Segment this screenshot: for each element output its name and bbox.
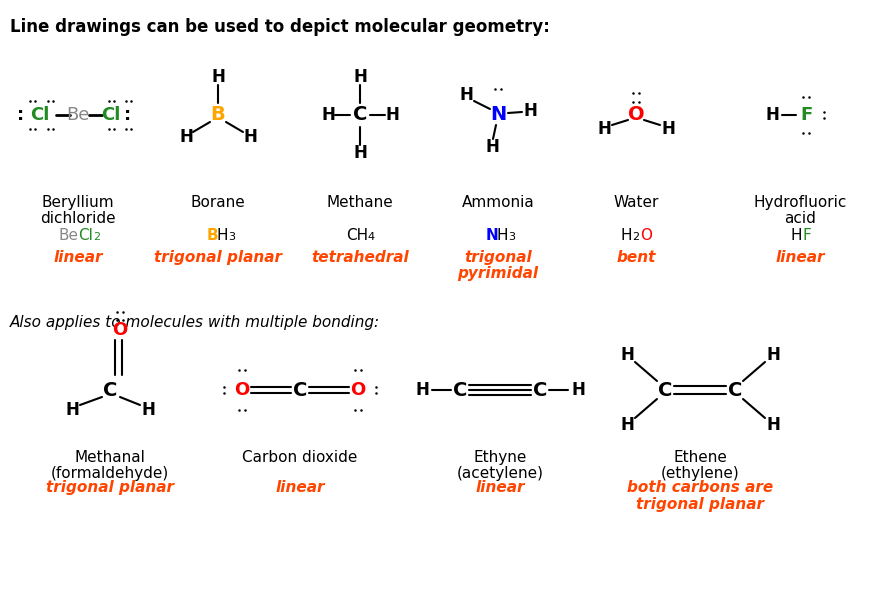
Text: F: F xyxy=(800,106,812,124)
Text: Hydrofluoric: Hydrofluoric xyxy=(753,195,847,210)
Text: Be: Be xyxy=(66,106,90,124)
Text: H: H xyxy=(661,120,675,138)
Text: H: H xyxy=(571,381,585,399)
Text: C: C xyxy=(453,381,467,399)
Text: :: : xyxy=(17,106,24,124)
Text: pyrimidal: pyrimidal xyxy=(458,266,539,281)
Text: trigonal: trigonal xyxy=(464,250,532,265)
Text: CH: CH xyxy=(346,228,368,243)
Text: H: H xyxy=(65,401,79,419)
Text: H: H xyxy=(620,416,634,434)
Text: Borane: Borane xyxy=(191,195,245,210)
Text: C: C xyxy=(293,381,307,399)
Text: H: H xyxy=(459,86,473,104)
Text: H: H xyxy=(179,128,193,146)
Text: H: H xyxy=(243,128,257,146)
Text: both carbons are: both carbons are xyxy=(627,480,773,495)
Text: trigonal planar: trigonal planar xyxy=(154,250,282,265)
Text: linear: linear xyxy=(53,250,103,265)
Text: dichloride: dichloride xyxy=(40,211,116,226)
Text: H: H xyxy=(353,144,367,162)
Text: Methanal: Methanal xyxy=(75,450,146,465)
Text: linear: linear xyxy=(775,250,825,265)
Text: H: H xyxy=(765,106,779,124)
Text: H: H xyxy=(385,106,399,124)
Text: 2: 2 xyxy=(632,232,639,242)
Text: H: H xyxy=(523,102,537,120)
Text: Cl: Cl xyxy=(78,228,93,243)
Text: Carbon dioxide: Carbon dioxide xyxy=(242,450,358,465)
Text: Be: Be xyxy=(58,228,78,243)
Text: Ethyne: Ethyne xyxy=(473,450,527,465)
Text: trigonal planar: trigonal planar xyxy=(46,480,174,495)
Text: O: O xyxy=(351,381,365,399)
Text: H: H xyxy=(597,120,611,138)
Text: H: H xyxy=(766,346,780,364)
Text: H: H xyxy=(790,228,801,243)
Text: O: O xyxy=(628,106,644,124)
Text: O: O xyxy=(235,381,249,399)
Text: C: C xyxy=(657,381,672,399)
Text: 3: 3 xyxy=(508,232,515,242)
Text: (formaldehyde): (formaldehyde) xyxy=(51,466,169,481)
Text: O: O xyxy=(640,228,652,243)
Text: 4: 4 xyxy=(367,232,375,242)
Text: Beryllium: Beryllium xyxy=(42,195,114,210)
Text: C: C xyxy=(728,381,742,399)
Text: H: H xyxy=(211,68,225,86)
Text: N: N xyxy=(490,106,506,124)
Text: Ammonia: Ammonia xyxy=(461,195,535,210)
Text: bent: bent xyxy=(617,250,656,265)
Text: B: B xyxy=(211,106,225,124)
Text: H: H xyxy=(485,138,499,156)
Text: linear: linear xyxy=(475,480,525,495)
Text: Cl: Cl xyxy=(101,106,120,124)
Text: Water: Water xyxy=(613,195,658,210)
Text: H: H xyxy=(620,346,634,364)
Text: acid: acid xyxy=(784,211,816,226)
Text: tetrahedral: tetrahedral xyxy=(311,250,409,265)
Text: (acetylene): (acetylene) xyxy=(457,466,543,481)
Text: B: B xyxy=(206,228,218,243)
Text: Also applies to molecules with multiple bonding:: Also applies to molecules with multiple … xyxy=(10,315,380,330)
Text: H: H xyxy=(321,106,335,124)
Text: H: H xyxy=(216,228,228,243)
Text: :: : xyxy=(125,106,132,124)
Text: H: H xyxy=(353,68,367,86)
Text: C: C xyxy=(103,381,117,399)
Text: 3: 3 xyxy=(228,232,235,242)
Text: O: O xyxy=(112,321,127,339)
Text: C: C xyxy=(533,381,548,399)
Text: linear: linear xyxy=(276,480,324,495)
Text: N: N xyxy=(486,228,499,243)
Text: trigonal planar: trigonal planar xyxy=(636,497,764,512)
Text: H: H xyxy=(620,228,631,243)
Text: H: H xyxy=(141,401,155,419)
Text: 2: 2 xyxy=(93,232,100,242)
Text: H: H xyxy=(766,416,780,434)
Text: (ethylene): (ethylene) xyxy=(661,466,739,481)
Text: Line drawings can be used to depict molecular geometry:: Line drawings can be used to depict mole… xyxy=(10,18,550,36)
Text: Methane: Methane xyxy=(327,195,393,210)
Text: C: C xyxy=(353,106,367,124)
Text: F: F xyxy=(802,228,811,243)
Text: Cl: Cl xyxy=(31,106,50,124)
Text: H: H xyxy=(496,228,508,243)
Text: Ethene: Ethene xyxy=(673,450,727,465)
Text: H: H xyxy=(415,381,429,399)
